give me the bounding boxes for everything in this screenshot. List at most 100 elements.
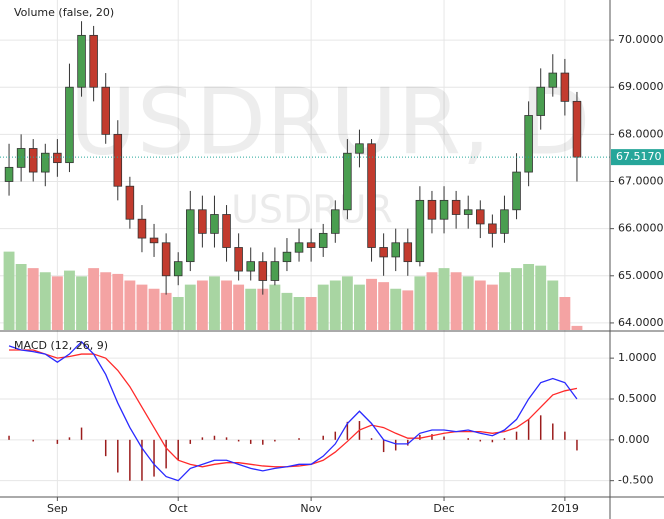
candle-body (28, 148, 38, 173)
candle-body (210, 214, 219, 234)
volume-bar (27, 268, 39, 330)
y-tick-label: 1.0000 (618, 351, 657, 364)
candle-body (16, 148, 26, 168)
candle-body (222, 214, 231, 248)
volume-bar (305, 297, 317, 330)
y-tick-label: 0.000 (618, 433, 650, 446)
y-tick-label: 0.5000 (618, 392, 657, 405)
candle-body (524, 115, 533, 173)
candle-body (258, 261, 268, 281)
candle-body (149, 237, 159, 244)
candle-body (427, 199, 437, 220)
volume-bar (293, 297, 305, 330)
candle-body (270, 261, 280, 281)
candle-body (65, 86, 74, 164)
volume-bar (160, 292, 172, 330)
candle-body (113, 133, 123, 187)
volume-bar (39, 272, 51, 330)
candle-body (306, 242, 316, 248)
macd-title: MACD (12, 26, 9) (14, 339, 108, 352)
candle-body (355, 143, 364, 154)
volume-bar (329, 280, 341, 330)
x-tick-label: Nov (300, 502, 322, 515)
candle-body (101, 86, 110, 135)
candle-body (282, 251, 292, 263)
candle-body (89, 34, 98, 88)
volume-bar (64, 270, 75, 330)
candle-body (161, 242, 171, 277)
volume-bar (15, 264, 27, 330)
candle-body (476, 209, 485, 225)
volume-title: Volume (false, 20) (14, 6, 114, 19)
volume-bar (571, 325, 583, 330)
volume-bar (281, 292, 293, 330)
candle-body (367, 143, 376, 248)
volume-bar (269, 284, 281, 330)
candle-body (331, 209, 340, 234)
macd-macd-line (8, 340, 578, 482)
last-price-box (611, 149, 664, 166)
volume-bar (559, 297, 571, 330)
volume-bar (317, 284, 329, 330)
x-tick-label: Dec (433, 502, 454, 515)
y-tick-label: 70.0000 (618, 33, 664, 46)
candle-body (439, 199, 449, 220)
candle-body (560, 72, 570, 102)
candle-body (186, 209, 195, 263)
marks-layer: 64.0000 65.0000 66.0000 67.0000 68.0000 69.00… (0, 21, 664, 515)
volume-bar (76, 276, 87, 330)
y-tick-label: 64.0000 (618, 316, 664, 329)
watermark: USDRUR, D (69, 68, 590, 175)
volume-bar (341, 276, 353, 330)
watermark-sub: USDRUR (231, 188, 393, 232)
volume-bar (450, 272, 462, 330)
candle-body (343, 152, 352, 211)
volume-bar (474, 280, 486, 330)
volume-bar (209, 276, 220, 330)
candle-body (173, 261, 183, 277)
x-tick-label: Sep (47, 502, 68, 515)
volume-bar (547, 280, 559, 330)
candle-body (379, 247, 388, 258)
volume-bar (378, 282, 390, 330)
volume-bar (390, 288, 402, 330)
volume-bar (257, 288, 269, 330)
volume-bar (184, 284, 196, 330)
volume-bar (221, 280, 232, 330)
volume-bar (51, 276, 63, 330)
candle-body (4, 166, 14, 182)
volume-bar (136, 284, 148, 330)
volume-bar (233, 284, 245, 330)
volume-bar (148, 288, 160, 330)
volume-bar (499, 272, 510, 330)
y-tick-label: 69.0000 (618, 80, 664, 93)
candle-body (403, 242, 413, 263)
macd-signal-line (9, 349, 578, 468)
volume-bar (523, 264, 535, 330)
x-tick-label: 2019 (551, 502, 579, 515)
candle-body (137, 218, 147, 239)
candle-body (41, 152, 50, 173)
volume-bar (3, 251, 15, 330)
volume-bar (402, 290, 414, 330)
volume-bar (100, 272, 112, 330)
candle-body (53, 152, 62, 164)
candle-body (548, 72, 558, 88)
candle-body (246, 261, 255, 272)
candle-body (294, 242, 304, 253)
x-tick-label: Oct (169, 502, 189, 515)
candle-body (512, 171, 521, 211)
volume-bar (112, 273, 124, 330)
last-price-label: 67.5170 (616, 150, 662, 163)
volume-bar (414, 276, 426, 330)
volume-bar (511, 268, 522, 330)
candle-body (572, 100, 582, 158)
candle-body (463, 209, 473, 215)
candle-body (234, 247, 243, 272)
candle-body (451, 199, 461, 215)
candle-body (77, 34, 86, 88)
volume-bar (354, 284, 365, 330)
candle-body (536, 86, 545, 116)
volume-bar (426, 272, 438, 330)
volume-bar (486, 284, 498, 330)
